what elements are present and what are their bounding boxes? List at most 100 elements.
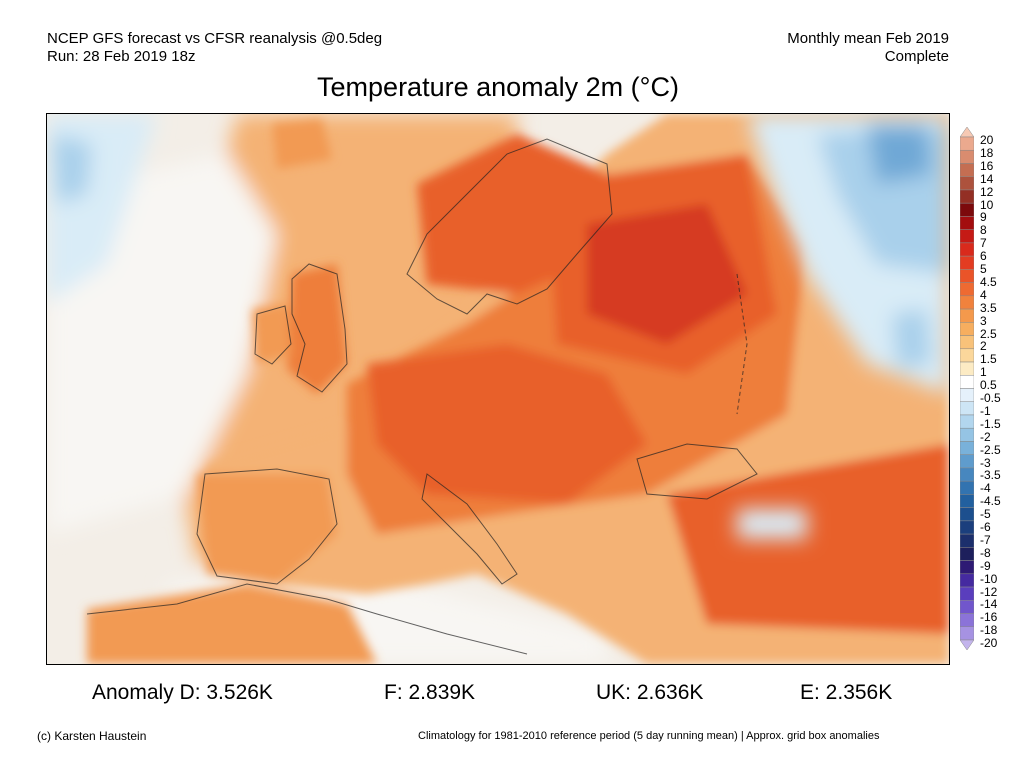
ireland [252, 304, 292, 364]
colorbar-swatch [960, 335, 974, 350]
colorbar-label: 2.5 [980, 326, 997, 341]
colorbar-swatch [960, 149, 974, 164]
status-info: Complete [884, 48, 949, 65]
colorbar-label: 1 [980, 365, 987, 380]
colorbar-label: -10 [980, 571, 998, 586]
colorbar-label: -14 [980, 597, 998, 612]
anomaly-uk: UK: 2.636K [596, 681, 704, 704]
anomaly-map [46, 113, 950, 665]
colorbar-label: -3 [980, 455, 991, 470]
colorbar-swatch [960, 414, 974, 429]
map-canvas [47, 114, 949, 664]
colorbar-label: 16 [980, 158, 994, 173]
colorbar-swatch [960, 573, 974, 588]
colorbar-label: 20 [980, 133, 994, 147]
colorbar-label: 6 [980, 249, 987, 264]
colorbar-swatch [960, 613, 974, 628]
turkey-cold-spot [737, 509, 807, 539]
colorbar-swatch [960, 202, 974, 217]
colorbar-label: -8 [980, 545, 991, 560]
colorbar-label: 7 [980, 236, 987, 251]
colorbar-label: 4 [980, 287, 987, 302]
colorbar-swatch [960, 322, 974, 336]
colorbar-swatch [960, 639, 974, 650]
colorbar-label: 8 [980, 223, 987, 238]
colorbar [960, 127, 974, 650]
colorbar-swatch [960, 626, 974, 641]
header-right: Monthly mean Feb 2019 Complete [787, 30, 949, 66]
central-europe [367, 344, 647, 504]
colorbar-label: 4.5 [980, 274, 997, 289]
colorbar-swatch [960, 282, 974, 297]
colorbar-label: -6 [980, 520, 991, 534]
britain [287, 264, 347, 394]
colorbar-label: -0.5 [980, 391, 1001, 405]
black-sea-coast [636, 443, 758, 500]
russia-river [736, 273, 748, 415]
caspian-cold [892, 309, 932, 369]
colorbar-swatch [960, 547, 974, 561]
colorbar-label: -4.5 [980, 494, 1001, 509]
colorbar-swatch [960, 441, 974, 455]
colorbar-label: -1.5 [980, 416, 1001, 431]
colorbar-label: -12 [980, 584, 998, 599]
colorbar-label: 3 [980, 313, 987, 328]
anomaly-d: Anomaly D: 3.526K [92, 681, 273, 704]
colorbar-swatch [960, 163, 974, 177]
colorbar-swatch [960, 467, 974, 482]
north-africa [87, 584, 377, 664]
colorbar-label: 0.5 [980, 378, 997, 393]
climatology-note: Climatology for 1981-2010 reference peri… [418, 730, 880, 742]
iberia-coast [196, 468, 338, 585]
colorbar-label: -20 [980, 636, 998, 651]
ireland-coast [254, 305, 292, 365]
colorbar-label: -18 [980, 623, 998, 638]
middle-east-warm [667, 444, 949, 634]
colorbar-swatch [960, 242, 974, 257]
credit: (c) Karsten Haustein [37, 729, 147, 743]
northeast-cold-deep [867, 124, 932, 184]
colorbar-label: 9 [980, 210, 987, 225]
colorbar-swatch [960, 308, 974, 323]
colorbar-label: 2 [980, 339, 987, 354]
coastlines [86, 138, 758, 655]
colorbar-label: 12 [980, 184, 994, 199]
russia-hot [587, 204, 747, 344]
colorbar-swatch [960, 520, 974, 535]
colorbar-swatch [960, 480, 974, 495]
colorbar-swatch [960, 136, 974, 151]
colorbar-swatch [960, 454, 974, 469]
map-title: Temperature anomaly 2m (°C) [317, 72, 679, 102]
colorbar-label: -2 [980, 429, 991, 444]
north-africa-coast [86, 583, 528, 655]
colorbar-swatch [960, 229, 974, 244]
colorbar-swatch [960, 348, 974, 363]
colorbar-swatch [960, 176, 974, 191]
west-cold-core [52, 134, 92, 204]
colorbar-label: -9 [980, 558, 991, 573]
model-info: NCEP GFS forecast vs CFSR reanalysis @0.… [47, 30, 383, 47]
header-left: NCEP GFS forecast vs CFSR reanalysis @0.… [47, 30, 382, 66]
italy-coast [421, 473, 518, 585]
colorbar-swatch [960, 533, 974, 548]
colorbar-swatch [960, 586, 974, 601]
colorbar-swatch [960, 375, 974, 389]
colorbar-swatch [960, 255, 974, 270]
colorbar-swatch [960, 507, 974, 522]
run-info: Run: 28 Feb 2019 18z [47, 48, 196, 65]
colorbar-label: 10 [980, 197, 994, 212]
iceland [272, 119, 332, 169]
colorbar-swatch [960, 361, 974, 376]
colorbar-swatch [960, 127, 974, 138]
iberia [197, 474, 337, 584]
colorbar-swatch [960, 600, 974, 614]
colorbar-label: 14 [980, 171, 994, 186]
anomaly-f: F: 2.839K [384, 681, 476, 704]
colorbar-label: 3.5 [980, 300, 997, 315]
colorbar-swatch [960, 295, 974, 310]
colorbar-swatch [960, 401, 974, 416]
anomaly-e: E: 2.356K [800, 681, 893, 704]
colorbar-label: -16 [980, 610, 998, 625]
colorbar-label: -7 [980, 532, 991, 547]
colorbar-swatch [960, 388, 974, 402]
